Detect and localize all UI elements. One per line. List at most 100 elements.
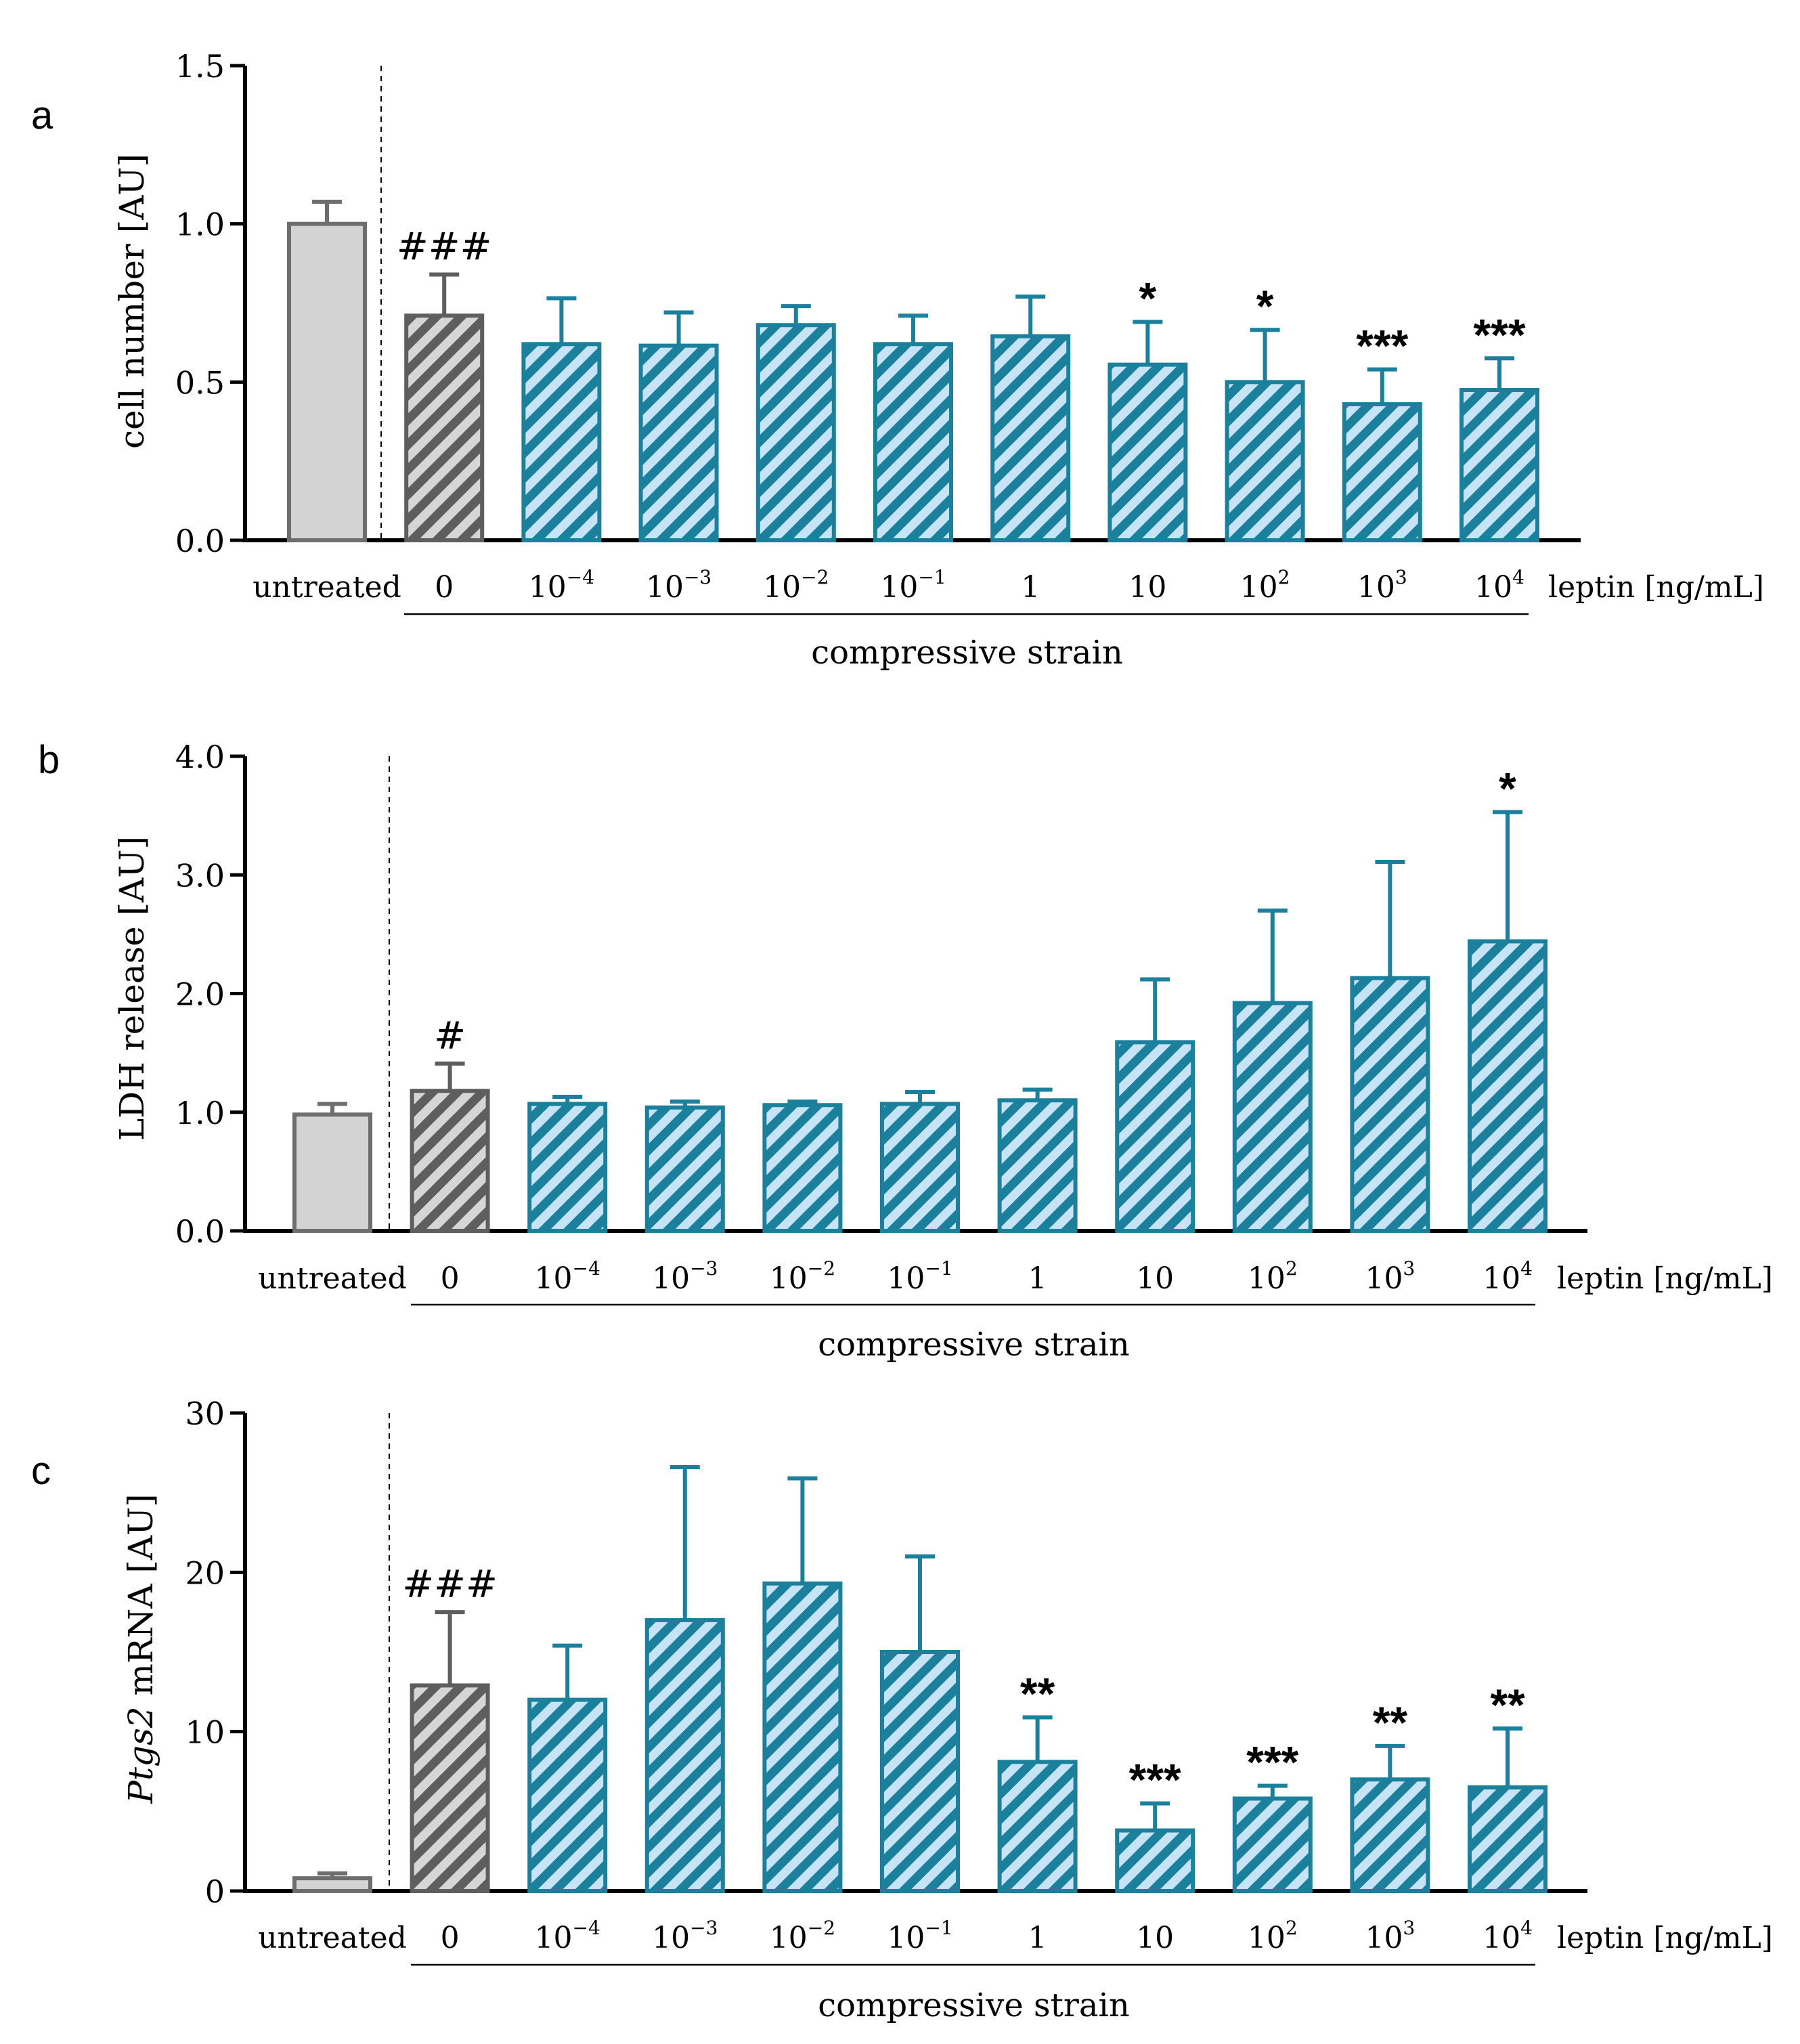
significance-label: ### bbox=[402, 1563, 498, 1607]
bar-10^-4 bbox=[521, 342, 602, 542]
x-tick-label: untreated bbox=[253, 570, 401, 605]
x-tick-label: 10−2 bbox=[763, 566, 829, 605]
x-tick-label: 10−3 bbox=[652, 1257, 718, 1296]
bar-0 bbox=[410, 1683, 490, 1893]
significance-label: ** bbox=[1373, 1697, 1408, 1747]
x-tick-label: 10−2 bbox=[770, 1257, 835, 1296]
significance-label: * bbox=[1499, 763, 1516, 813]
group-label: compressive strain bbox=[811, 634, 1123, 672]
significance-label: * bbox=[1139, 274, 1157, 324]
leptin-unit-label: leptin [ng/mL] bbox=[1548, 570, 1764, 605]
bar-10^-3 bbox=[644, 1105, 725, 1233]
x-tick-label: 10−3 bbox=[652, 1917, 718, 1955]
panel-label-b: b bbox=[38, 738, 60, 782]
significance-label: *** bbox=[1473, 309, 1525, 360]
panel-label-c: c bbox=[31, 1449, 51, 1493]
bar-1 bbox=[990, 334, 1071, 542]
x-tick-label: 10 bbox=[1136, 1261, 1174, 1296]
x-tick-label: 104 bbox=[1483, 1257, 1533, 1296]
y-tick-label: 4.0 bbox=[175, 739, 225, 775]
x-tick-label: 10−2 bbox=[770, 1917, 835, 1955]
bar-10^-1 bbox=[880, 1650, 960, 1893]
bar-1 bbox=[997, 1760, 1078, 1893]
panel-label-a: a bbox=[31, 93, 53, 137]
bar-untreated bbox=[292, 1112, 372, 1233]
x-tick-label: 10−1 bbox=[880, 566, 946, 605]
y-tick-label: 0.0 bbox=[175, 1213, 225, 1250]
x-tick-label: 102 bbox=[1240, 566, 1290, 605]
x-tick-label: 103 bbox=[1357, 566, 1407, 605]
bar-10^4 bbox=[1468, 939, 1547, 1233]
bar-10^-2 bbox=[762, 1581, 843, 1893]
significance-label: ** bbox=[1020, 1668, 1055, 1718]
x-tick-label: 103 bbox=[1365, 1257, 1415, 1296]
y-tick-label: 2.0 bbox=[175, 976, 225, 1013]
significance-label: # bbox=[434, 1014, 466, 1058]
panel-c: 0 10 20 30 untreated ### 0 10−4 10−3 10−2 10−1 ** 1 *… bbox=[185, 1395, 1773, 2024]
bar-10^2 bbox=[1225, 380, 1305, 542]
y-tick-label: 30 bbox=[185, 1395, 225, 1432]
bar-10^3 bbox=[1350, 1777, 1430, 1893]
y-tick-label: 0 bbox=[205, 1873, 225, 1910]
bar-untreated bbox=[292, 1876, 372, 1894]
x-tick-label: 10−4 bbox=[535, 1917, 600, 1955]
y-tick-label: 1.5 bbox=[175, 48, 225, 85]
x-tick-label: 10−3 bbox=[646, 566, 711, 605]
bar-10^2 bbox=[1232, 1796, 1313, 1893]
bar-10^-2 bbox=[762, 1103, 843, 1233]
x-tick-label: untreated bbox=[258, 1921, 407, 1955]
x-tick-label: 10 bbox=[1136, 1921, 1174, 1955]
x-tick-label: 102 bbox=[1248, 1917, 1298, 1955]
bar-10^3 bbox=[1342, 402, 1422, 543]
y-axis-title-a: cell number [AU] bbox=[112, 154, 152, 449]
x-tick-label: 1 bbox=[1028, 1261, 1047, 1296]
bar-1 bbox=[997, 1098, 1078, 1233]
panel-b: 0.0 1.0 2.0 3.0 4.0 untreated #0 10−4 10−3 10−2 10… bbox=[175, 739, 1773, 1364]
y-tick-label: 0.0 bbox=[175, 523, 225, 559]
x-tick-label: 10−1 bbox=[887, 1917, 952, 1955]
x-tick-label: 102 bbox=[1248, 1257, 1298, 1296]
y-tick-label: 10 bbox=[185, 1714, 225, 1751]
x-tick-label: 0 bbox=[435, 570, 454, 605]
bar-10^-1 bbox=[873, 342, 953, 542]
y-axis-title-c-gene: Ptgs2 bbox=[121, 1706, 160, 1804]
y-axis-title-c: Ptgs2 mRNA [AU] bbox=[121, 1494, 160, 1804]
significance-label: * bbox=[1256, 281, 1274, 331]
bar-0 bbox=[410, 1089, 490, 1233]
x-tick-label: 104 bbox=[1474, 566, 1524, 605]
x-tick-label: 103 bbox=[1365, 1917, 1415, 1955]
leptin-unit-label: leptin [ng/mL] bbox=[1557, 1261, 1773, 1296]
x-tick-label: 10−1 bbox=[887, 1257, 952, 1296]
bar-10^-3 bbox=[638, 343, 719, 542]
x-tick-label: 1 bbox=[1021, 570, 1040, 605]
bar-untreated bbox=[287, 221, 367, 542]
bar-10 bbox=[1107, 362, 1188, 542]
x-tick-label: 10−4 bbox=[535, 1257, 600, 1296]
bar-10^-4 bbox=[527, 1697, 608, 1894]
x-tick-label: 0 bbox=[441, 1921, 460, 1955]
bar-10^4 bbox=[1468, 1785, 1547, 1894]
significance-label: ** bbox=[1490, 1680, 1525, 1730]
leptin-unit-label: leptin [ng/mL] bbox=[1557, 1921, 1773, 1955]
y-tick-label: 1.0 bbox=[175, 206, 225, 243]
y-tick-label: 0.5 bbox=[175, 364, 225, 401]
x-tick-label: 10 bbox=[1128, 570, 1166, 605]
group-label: compressive strain bbox=[818, 1986, 1130, 2024]
group-label: compressive strain bbox=[818, 1326, 1130, 1364]
significance-label: *** bbox=[1246, 1737, 1298, 1787]
significance-label: *** bbox=[1129, 1755, 1181, 1805]
bar-10^-4 bbox=[527, 1102, 608, 1234]
bar-10^-2 bbox=[755, 323, 836, 542]
x-tick-label: 104 bbox=[1483, 1917, 1533, 1955]
significance-label: *** bbox=[1356, 321, 1408, 371]
bar-10^4 bbox=[1459, 388, 1539, 542]
x-tick-label: 10−4 bbox=[529, 566, 594, 605]
panel-a: 0.0 0.5 1.0 1.5 untreated ### 0 10−4 10−3 10−2 10−… bbox=[175, 48, 1764, 672]
bar-10^-1 bbox=[880, 1102, 960, 1234]
bar-10^3 bbox=[1350, 976, 1430, 1234]
bar-10 bbox=[1115, 1040, 1195, 1234]
y-axis-title-c-rest: mRNA [AU] bbox=[121, 1494, 160, 1706]
x-tick-label: 1 bbox=[1028, 1921, 1047, 1955]
bar-10 bbox=[1115, 1828, 1195, 1893]
